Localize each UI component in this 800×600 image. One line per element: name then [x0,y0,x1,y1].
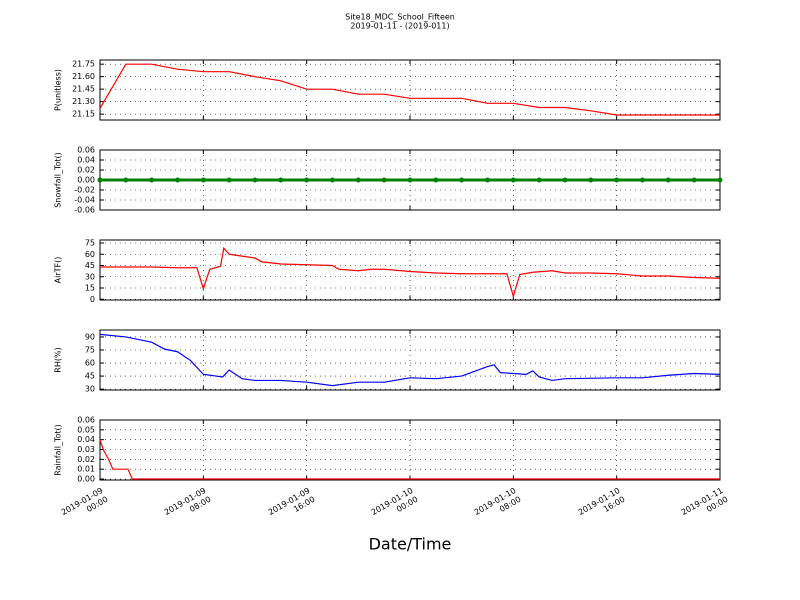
data-point [381,177,387,183]
y-tick-label: 0.00 [77,475,95,484]
data-line [100,246,721,299]
plot-frame [99,59,721,121]
data-point [459,177,465,183]
y-tick-label: 21.75 [72,60,95,69]
data-point [717,177,723,183]
x-axis-label: Date/Time [369,535,452,554]
y-tick-label: 21.45 [72,85,95,94]
y-tick-label: 75 [85,239,95,248]
data-point [97,177,103,183]
data-point [536,177,542,183]
data-point [614,177,620,183]
y-tick-label: 0.05 [77,425,95,434]
data-point [640,177,645,183]
y-tick-label: 0.03 [77,445,95,454]
y-tick-label: 0.02 [77,166,95,175]
data-point [691,177,697,183]
data-point [330,177,335,183]
y-tick-label: 75 [85,346,95,355]
data-point [355,177,361,183]
data-line [99,439,720,480]
y-tick-label: 0.00 [77,176,95,185]
data-point [485,177,490,183]
y-tick-label: 0.04 [77,435,95,444]
y-tick-label: 0.06 [77,416,95,425]
y-tick-label: 45 [85,261,95,270]
y-tick-label: 90 [85,332,95,341]
data-point [175,177,180,183]
data-point [149,177,155,183]
data-point [562,177,568,183]
y-axis-label: Snowfall_Tot() [54,152,63,208]
plot-frame [99,239,721,301]
data-point [200,177,206,183]
y-axis-label: P(unitless) [54,69,63,111]
y-tick-label: 21.15 [72,110,95,119]
chart-title: Site18_MDC_School_Fifteen [345,13,455,22]
data-point [252,177,258,183]
data-point [123,177,129,183]
y-tick-label: 15 [85,284,95,293]
y-tick-label: -0.02 [74,186,95,195]
y-tick-label: 30 [85,385,95,394]
plot-frame [99,329,721,391]
y-tick-label: 60 [85,250,95,259]
y-tick-label: 0 [90,295,95,304]
y-axis-label: RH(%) [54,347,63,372]
data-line [99,333,721,387]
y-tick-label: 0.04 [77,156,95,165]
y-axis-label: AirTF() [54,257,63,284]
data-point [665,177,671,183]
chart-subtitle: 2019-01-11 - (2019-011) [350,22,449,31]
y-tick-label: 21.30 [72,97,95,106]
y-tick-label: 0.01 [77,465,95,474]
data-point [407,177,413,183]
y-tick-label: 60 [85,359,95,368]
data-point [226,177,232,183]
data-point [588,177,594,183]
y-axis-label: Rainfall_Tot() [54,424,63,476]
data-point [433,177,439,183]
y-tick-label: 0.02 [77,455,95,464]
data-point [510,177,516,183]
plot-frame [99,419,721,481]
y-tick-label: 21.60 [72,72,95,81]
data-point [278,177,284,183]
data-point [304,177,310,183]
y-tick-label: 30 [85,272,95,281]
data-line [99,63,720,116]
y-tick-label: -0.06 [74,206,95,215]
y-tick-label: 0.06 [77,146,95,155]
y-tick-label: -0.04 [74,196,95,205]
y-tick-label: 45 [85,372,95,381]
